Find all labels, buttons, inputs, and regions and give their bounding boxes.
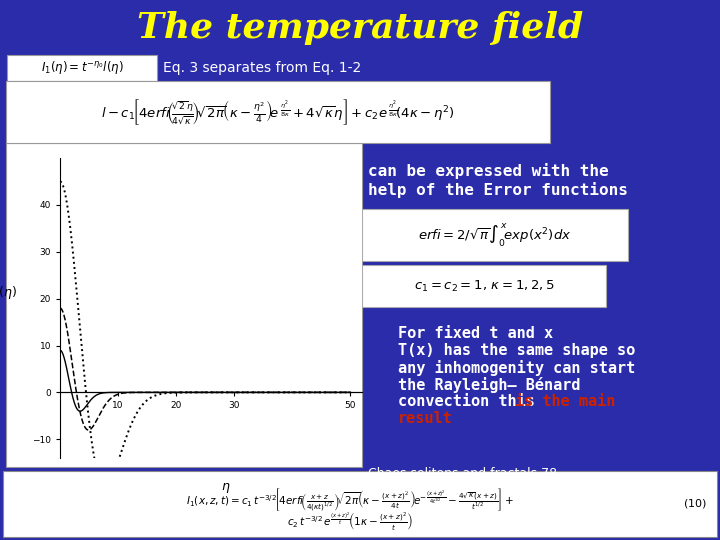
FancyBboxPatch shape bbox=[7, 55, 157, 81]
FancyBboxPatch shape bbox=[6, 143, 362, 467]
Text: Eq. 3 separates from Eq. 1-2: Eq. 3 separates from Eq. 1-2 bbox=[163, 61, 361, 75]
Text: For fixed t and x: For fixed t and x bbox=[398, 326, 553, 341]
Text: $I_1(\eta) = t^{-\eta_0} l(\eta)$: $I_1(\eta) = t^{-\eta_0} l(\eta)$ bbox=[40, 59, 123, 77]
Text: $l(\eta)$: $l(\eta)$ bbox=[0, 285, 17, 301]
FancyBboxPatch shape bbox=[362, 265, 606, 307]
Text: T(x) has the same shape so: T(x) has the same shape so bbox=[398, 343, 635, 358]
Text: result: result bbox=[398, 411, 453, 426]
Text: Chaos solitons and fractals 78
(2015) 249: Chaos solitons and fractals 78 (2015) 24… bbox=[368, 467, 557, 495]
Text: can be expressed with the
help of the Error functions: can be expressed with the help of the Er… bbox=[368, 163, 628, 198]
Text: the Rayleigh– Bénard: the Rayleigh– Bénard bbox=[398, 377, 580, 393]
FancyBboxPatch shape bbox=[3, 471, 717, 537]
Text: $(10)$: $(10)$ bbox=[683, 497, 707, 510]
Text: convection this: convection this bbox=[398, 394, 544, 409]
Text: is the main: is the main bbox=[515, 394, 616, 409]
Text: $\eta$: $\eta$ bbox=[221, 481, 231, 495]
Text: $I_1(x,z,t) = c_1\, t^{-3/2}\!\left[4erfi\!\left(\frac{x+z}{4(\kappa t)^{1/2}}\r: $I_1(x,z,t) = c_1\, t^{-3/2}\!\left[4erf… bbox=[186, 487, 514, 514]
Text: any inhomogenity can start: any inhomogenity can start bbox=[398, 360, 635, 376]
Text: $erfi = 2/\sqrt{\pi}\int_0^x \!exp(x^2)dx$: $erfi = 2/\sqrt{\pi}\int_0^x \!exp(x^2)d… bbox=[418, 221, 572, 248]
Text: $c_1 = c_2 = 1,\, \kappa = 1, 2, 5$: $c_1 = c_2 = 1,\, \kappa = 1, 2, 5$ bbox=[413, 279, 554, 294]
Text: The temperature field: The temperature field bbox=[137, 11, 583, 45]
FancyBboxPatch shape bbox=[6, 81, 550, 143]
FancyBboxPatch shape bbox=[362, 209, 628, 261]
Text: $l - c_1\!\left[4erfi\!\left(\!\frac{\sqrt{2}\eta}{4\sqrt{\kappa}}\!\right)\!\sq: $l - c_1\!\left[4erfi\!\left(\!\frac{\sq… bbox=[102, 97, 455, 127]
Text: $c_2\, t^{-3/2}\, e^{\frac{(x+z)^2}{t}}\!\left(1\kappa - \frac{(x+z)^2}{t}\right: $c_2\, t^{-3/2}\, e^{\frac{(x+z)^2}{t}}\… bbox=[287, 510, 413, 532]
